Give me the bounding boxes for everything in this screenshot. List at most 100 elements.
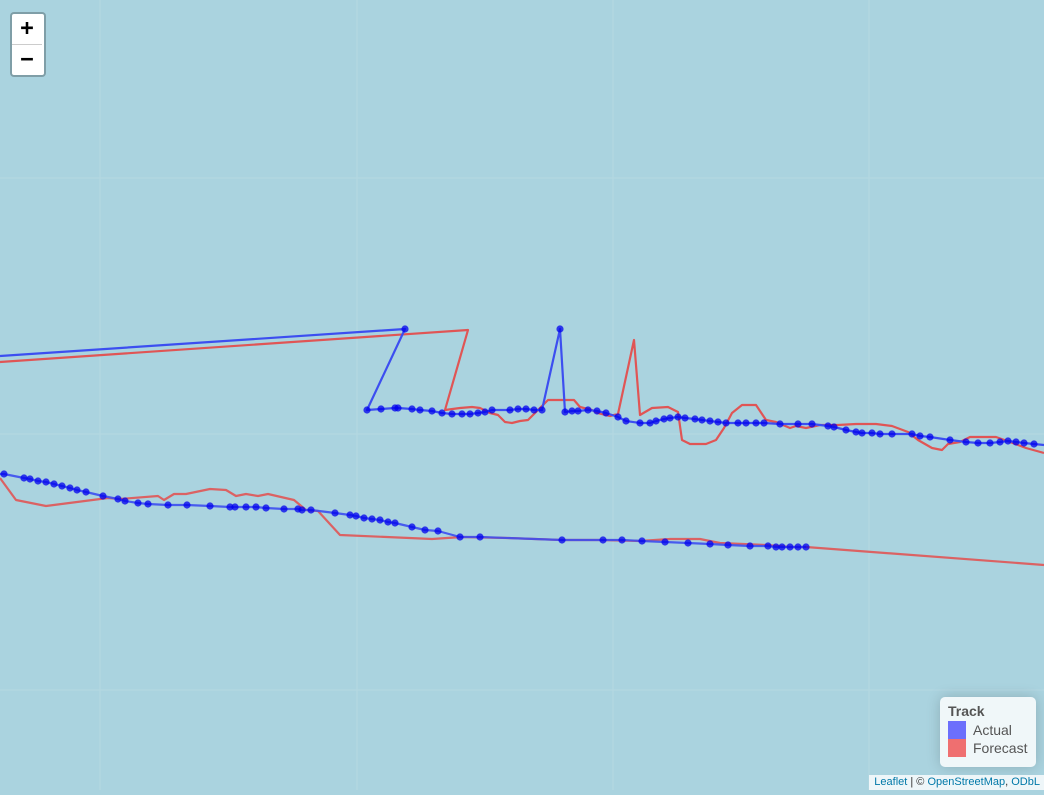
actual-track-point[interactable] [794,543,802,551]
actual-track-point[interactable] [231,503,239,511]
actual-track-point[interactable] [183,501,191,509]
actual-track-point[interactable] [476,533,484,541]
actual-track-point[interactable] [946,436,954,444]
actual-track-point[interactable] [876,430,884,438]
actual-track-point[interactable] [506,406,514,414]
actual-track-point[interactable] [778,543,786,551]
actual-track-point[interactable] [764,542,772,550]
actual-track-point[interactable] [706,540,714,548]
actual-track-point[interactable] [408,523,416,531]
actual-track-point[interactable] [908,430,916,438]
actual-track-point[interactable] [561,408,569,416]
actual-track-point[interactable] [824,422,832,430]
actual-track-point[interactable] [888,430,896,438]
actual-track-point[interactable] [666,414,674,422]
actual-track-point[interactable] [401,325,409,333]
actual-track-point[interactable] [58,482,66,490]
actual-track-point[interactable] [926,433,934,441]
actual-track-point[interactable] [42,478,50,486]
actual-track-point[interactable] [558,536,566,544]
actual-track-point[interactable] [574,407,582,415]
leaflet-link[interactable]: Leaflet [874,776,908,788]
actual-track-point[interactable] [26,475,34,483]
actual-track-point[interactable] [368,515,376,523]
actual-track-point[interactable] [458,410,466,418]
actual-track-point[interactable] [66,484,74,492]
actual-track-point[interactable] [242,503,250,511]
actual-track-point[interactable] [618,536,626,544]
actual-track-point[interactable] [50,480,58,488]
actual-track-point[interactable] [99,492,107,500]
actual-track-point[interactable] [360,514,368,522]
actual-track-point[interactable] [416,406,424,414]
actual-track-point[interactable] [752,419,760,427]
actual-track-point[interactable] [556,325,564,333]
actual-track-point[interactable] [714,418,722,426]
actual-track-point[interactable] [384,518,392,526]
actual-track-point[interactable] [636,419,644,427]
actual-track-point[interactable] [786,543,794,551]
actual-track-point[interactable] [986,439,994,447]
actual-track-point[interactable] [307,506,315,514]
actual-track-point[interactable] [376,516,384,524]
actual-track-point[interactable] [408,405,416,413]
actual-track-point[interactable] [363,406,371,414]
odbl-link[interactable]: ODbL [1011,776,1040,788]
actual-track-point[interactable] [121,497,129,505]
actual-track-point[interactable] [760,419,768,427]
actual-track-point[interactable] [280,505,288,513]
actual-track-point[interactable] [734,419,742,427]
actual-track-point[interactable] [794,420,802,428]
actual-track-point[interactable] [962,438,970,446]
actual-track-point[interactable] [868,429,876,437]
actual-track-point[interactable] [82,488,90,496]
actual-track-point[interactable] [996,438,1004,446]
actual-track-point[interactable] [538,406,546,414]
actual-track-point[interactable] [391,519,399,527]
actual-track-point[interactable] [602,409,610,417]
actual-track-point[interactable] [802,543,810,551]
actual-track-point[interactable] [530,406,538,414]
actual-track-point[interactable] [681,414,689,422]
actual-track-point[interactable] [593,407,601,415]
actual-track-point[interactable] [434,527,442,535]
actual-track-point[interactable] [206,502,214,510]
actual-track-point[interactable] [772,543,780,551]
actual-track-point[interactable] [144,500,152,508]
actual-track-point[interactable] [638,537,646,545]
actual-track-point[interactable] [20,474,28,482]
actual-track-point[interactable] [514,405,522,413]
actual-track-point[interactable] [706,417,714,425]
actual-track-point[interactable] [394,404,402,412]
actual-track-point[interactable] [776,420,784,428]
actual-track-point[interactable] [352,512,360,520]
actual-track-point[interactable] [73,486,81,494]
actual-track-point[interactable] [481,408,489,416]
actual-track-point[interactable] [568,407,576,415]
actual-track-point[interactable] [428,407,436,415]
actual-track-point[interactable] [1020,439,1028,447]
actual-track-point[interactable] [724,541,732,549]
actual-track-point[interactable] [742,419,750,427]
actual-track-point[interactable] [660,415,668,423]
actual-track-point[interactable] [852,428,860,436]
actual-track-point[interactable] [134,499,142,507]
actual-track-point[interactable] [1012,438,1020,446]
actual-track-point[interactable] [830,423,838,431]
actual-track-point[interactable] [746,542,754,550]
actual-track-point[interactable] [331,509,339,517]
actual-track-point[interactable] [691,415,699,423]
actual-track-point[interactable] [34,477,42,485]
actual-track-point[interactable] [346,511,354,519]
actual-track-point[interactable] [474,409,482,417]
actual-track-point[interactable] [684,539,692,547]
actual-track-point[interactable] [842,426,850,434]
actual-track-point[interactable] [661,538,669,546]
actual-track-point[interactable] [448,410,456,418]
actual-track-point[interactable] [622,417,630,425]
actual-track-point[interactable] [262,504,270,512]
actual-track-point[interactable] [916,432,924,440]
actual-track-point[interactable] [294,505,302,513]
actual-track-point[interactable] [652,417,660,425]
